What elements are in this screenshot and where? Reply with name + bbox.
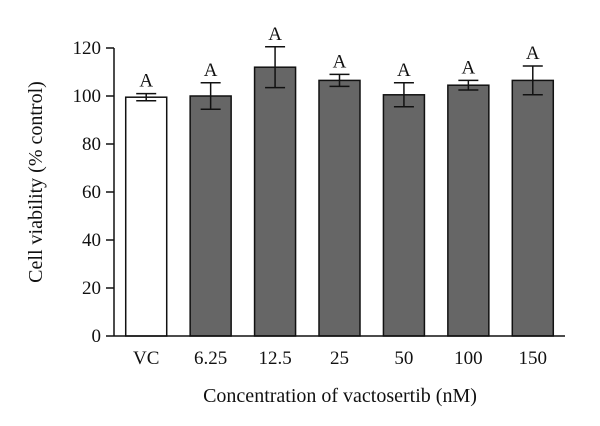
x-axis: VC 6.25 12.5 25 50 100 150: [114, 335, 565, 369]
y-axis: 0 20 40 60 80 100 120: [73, 38, 115, 347]
significance-label-3: A: [333, 51, 347, 72]
x-tick-label-1: 6.25: [194, 348, 227, 369]
y-tick-label: 60: [82, 182, 101, 203]
significance-label-4: A: [397, 60, 411, 81]
significance-label-1: A: [204, 60, 218, 81]
bar-6: [511, 79, 555, 337]
x-tick-label-3: 25: [330, 348, 349, 369]
x-tick-label-5: 100: [454, 348, 483, 369]
x-tick-label-0: VC: [133, 348, 159, 369]
x-tick-label-6: 150: [519, 348, 548, 369]
x-tick-label-4: 50: [394, 348, 413, 369]
significance-label-6: A: [526, 43, 540, 64]
y-axis-title: Cell viability (% control): [25, 81, 47, 283]
significance-label-0: A: [139, 71, 153, 92]
y-tick-label: 80: [82, 134, 101, 155]
bar-3: [318, 79, 361, 337]
significance-label-2: A: [268, 24, 282, 45]
y-tick-label: 40: [82, 230, 101, 251]
x-axis-title: Concentration of vactosertib (nM): [203, 385, 477, 407]
bar-1: [189, 95, 232, 337]
bars-group: A A A A A A A: [124, 24, 555, 337]
y-tick-label: 120: [73, 38, 102, 59]
y-tick-label: 0: [92, 326, 102, 347]
y-tick-label: 20: [82, 278, 101, 299]
bar-4: [382, 94, 426, 337]
significance-label-5: A: [461, 57, 475, 78]
y-tick-label: 100: [73, 86, 102, 107]
x-tick-label-2: 12.5: [258, 348, 291, 369]
bar-5: [447, 84, 490, 337]
bar-2: [253, 66, 297, 337]
bar-0: [124, 96, 168, 337]
